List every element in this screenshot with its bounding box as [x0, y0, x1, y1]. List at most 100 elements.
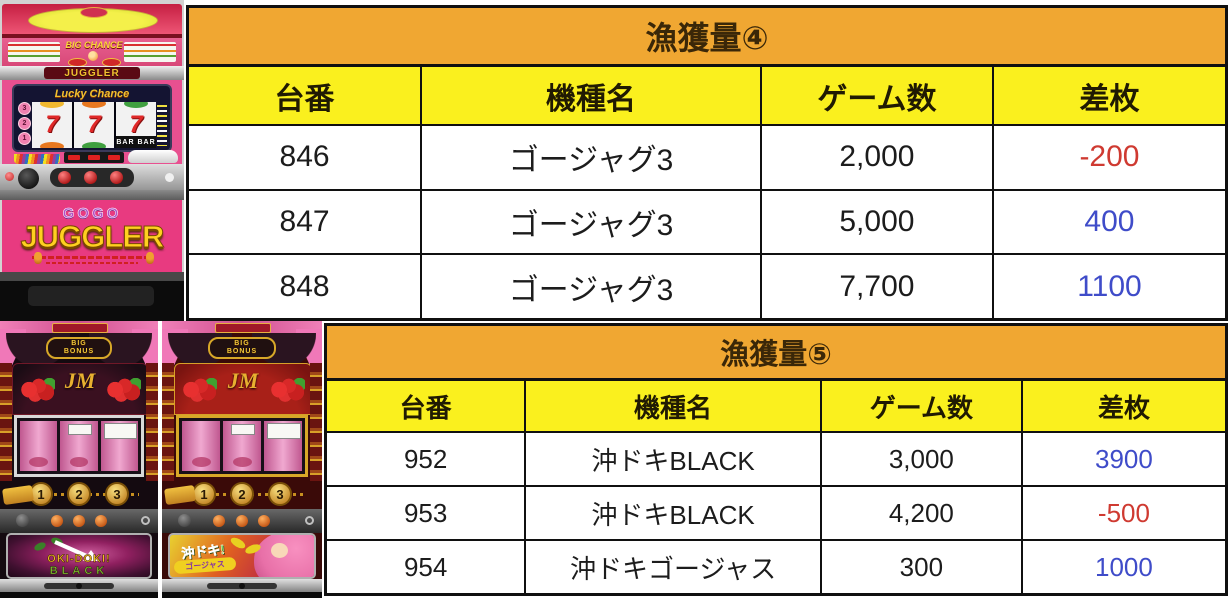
- bet-button: [5, 172, 14, 181]
- reel-number-3: 3: [105, 482, 129, 506]
- coin-tray: [162, 579, 322, 592]
- cell-diff: 1000: [1095, 551, 1153, 582]
- table-row: 954 沖ドキゴージャス 300 1000: [327, 539, 1225, 593]
- table-header-row: 台番 機種名 ゲーム数 差枚: [327, 381, 1225, 431]
- tiki-pillar-decor: [0, 363, 12, 481]
- coin-tray: [0, 579, 158, 592]
- cell-machine-no: 952: [327, 433, 527, 485]
- seven-symbol: 7: [87, 111, 101, 138]
- col-header-games: ゲーム数: [762, 67, 994, 124]
- big-chance-panel: BIG CHANCE: [2, 38, 182, 67]
- tiki-pillar-decor: [162, 363, 174, 481]
- paytable-right: [124, 42, 176, 62]
- stop-button-2: [72, 515, 85, 527]
- hibiscus-flower-icon: [19, 378, 55, 404]
- big-chance-label: BIG CHANCE: [65, 40, 123, 50]
- table-row: 846 ゴージャグ3 2,000 -200: [189, 124, 1225, 189]
- payout-button: [305, 516, 314, 525]
- juggler-logo: JUGGLER: [20, 219, 165, 255]
- table-title: 漁獲量⑤: [327, 326, 1225, 381]
- reel-2: 7: [74, 102, 114, 148]
- side-indicator-lamps: [157, 102, 167, 146]
- juggler-title-plate: JUGGLER: [44, 67, 140, 79]
- reel-symbol-icon: [232, 457, 252, 467]
- control-panel: [0, 509, 158, 533]
- ornate-panel: JM: [12, 363, 148, 415]
- silver-marquee-bar: JUGGLER: [0, 66, 184, 80]
- okidoki-logo-line2: BLACK: [49, 565, 109, 577]
- jester-figure-icon: [34, 252, 42, 264]
- col-header-games: ゲーム数: [822, 381, 1023, 431]
- cell-games: 4,200: [822, 487, 1023, 539]
- subtitle-text-decor: [46, 262, 138, 264]
- slot-machine-photo-okidoki-black: BIG BONUS JM 1 2 3: [0, 321, 158, 598]
- reel-1: [182, 421, 220, 471]
- jm-monogram: JM: [64, 368, 96, 393]
- catch-table-5: 漁獲量⑤ 台番 機種名 ゲーム数 差枚 952 沖ドキBLACK 3,000 3…: [324, 323, 1228, 596]
- reel-number-coins: 1 2 3: [162, 479, 322, 509]
- hibiscus-flower-icon: [269, 378, 305, 404]
- hibiscus-flower-icon: [181, 378, 217, 404]
- panel-lip: [0, 190, 184, 200]
- tiki-pillar-decor: [146, 363, 158, 481]
- clover-symbol-icon: [124, 102, 148, 108]
- col-header-diff: 差枚: [1079, 82, 1140, 116]
- coin-slot: [178, 514, 191, 527]
- col-header-machine-no: 台番: [189, 67, 423, 124]
- stop-button-3: [94, 515, 107, 527]
- col-header-machine-no: 台番: [327, 381, 527, 431]
- big-bonus-line1: BIG: [71, 340, 87, 347]
- stop-button-1: [58, 171, 71, 184]
- cell-games: 7,700: [762, 255, 994, 319]
- credit-display: [64, 152, 124, 163]
- machine-base: [162, 592, 322, 598]
- payout-button: [165, 173, 174, 182]
- reel-section: Lucky Chance 7 7 7 BAR: [2, 80, 182, 164]
- bet-lamp-3: 3: [18, 102, 31, 115]
- reel-info-card: [267, 423, 301, 439]
- paper-tray: [128, 150, 178, 163]
- top-name-plate: [214, 323, 272, 333]
- reel-info-card: [67, 424, 93, 435]
- table-title-text: 漁獲量④: [645, 20, 769, 56]
- big-bonus-sign: BIG BONUS: [208, 337, 276, 359]
- big-bonus-line1: BIG: [234, 340, 250, 347]
- cell-machine-no: 953: [327, 487, 527, 539]
- coin-slot: [18, 168, 39, 189]
- cell-model: 沖ドキゴージャス: [526, 541, 822, 593]
- reel-symbol-icon: [191, 457, 211, 467]
- clover-symbol-icon: [82, 142, 106, 148]
- bell-symbol-icon: [40, 102, 64, 108]
- base-top-strip: [0, 272, 184, 281]
- coin-slot: [15, 514, 29, 527]
- table-row: 952 沖ドキBLACK 3,000 3900: [327, 431, 1225, 485]
- reel-number-2: 2: [230, 482, 254, 506]
- stop-button-3: [258, 515, 270, 527]
- anime-girl-face: [271, 543, 288, 558]
- cell-machine-no: 954: [327, 541, 527, 593]
- catch-table-4: 漁獲量④ 台番 機種名 ゲーム数 差枚 846 ゴージャグ3 2,000 -20…: [186, 5, 1228, 321]
- reel-info-card: [230, 424, 256, 435]
- paytable-rows: [124, 42, 176, 62]
- machine-top-lamp: [162, 321, 322, 333]
- stop-button-1: [50, 515, 63, 527]
- cell-machine-no: 848: [189, 255, 423, 319]
- tray-hole: [238, 583, 245, 589]
- jester-figure-icon: [146, 252, 154, 264]
- bet-lamp-2: 2: [18, 117, 31, 130]
- paytable-left: [8, 42, 60, 62]
- cell-games: 300: [822, 541, 1023, 593]
- col-header-model: 機種名: [422, 67, 762, 124]
- tray-hole: [75, 583, 82, 589]
- stop-button-2: [235, 515, 248, 527]
- slot-machine-photo-okidoki-gorgeous: BIG BONUS JM 1 2 3: [162, 321, 322, 598]
- lower-door-panel: GOGO JUGGLER: [2, 200, 182, 272]
- table-header-row: 台番 機種名 ゲーム数 差枚: [189, 67, 1225, 124]
- orange-symbol-icon: [40, 142, 64, 148]
- cell-games: 5,000: [762, 190, 994, 254]
- table-row: 847 ゴージャグ3 5,000 400: [189, 188, 1225, 254]
- stop-button-3: [110, 171, 123, 184]
- control-panel: [0, 164, 184, 200]
- cell-model: ゴージャグ3: [422, 190, 762, 254]
- table-title-text: 漁獲量⑤: [720, 339, 832, 371]
